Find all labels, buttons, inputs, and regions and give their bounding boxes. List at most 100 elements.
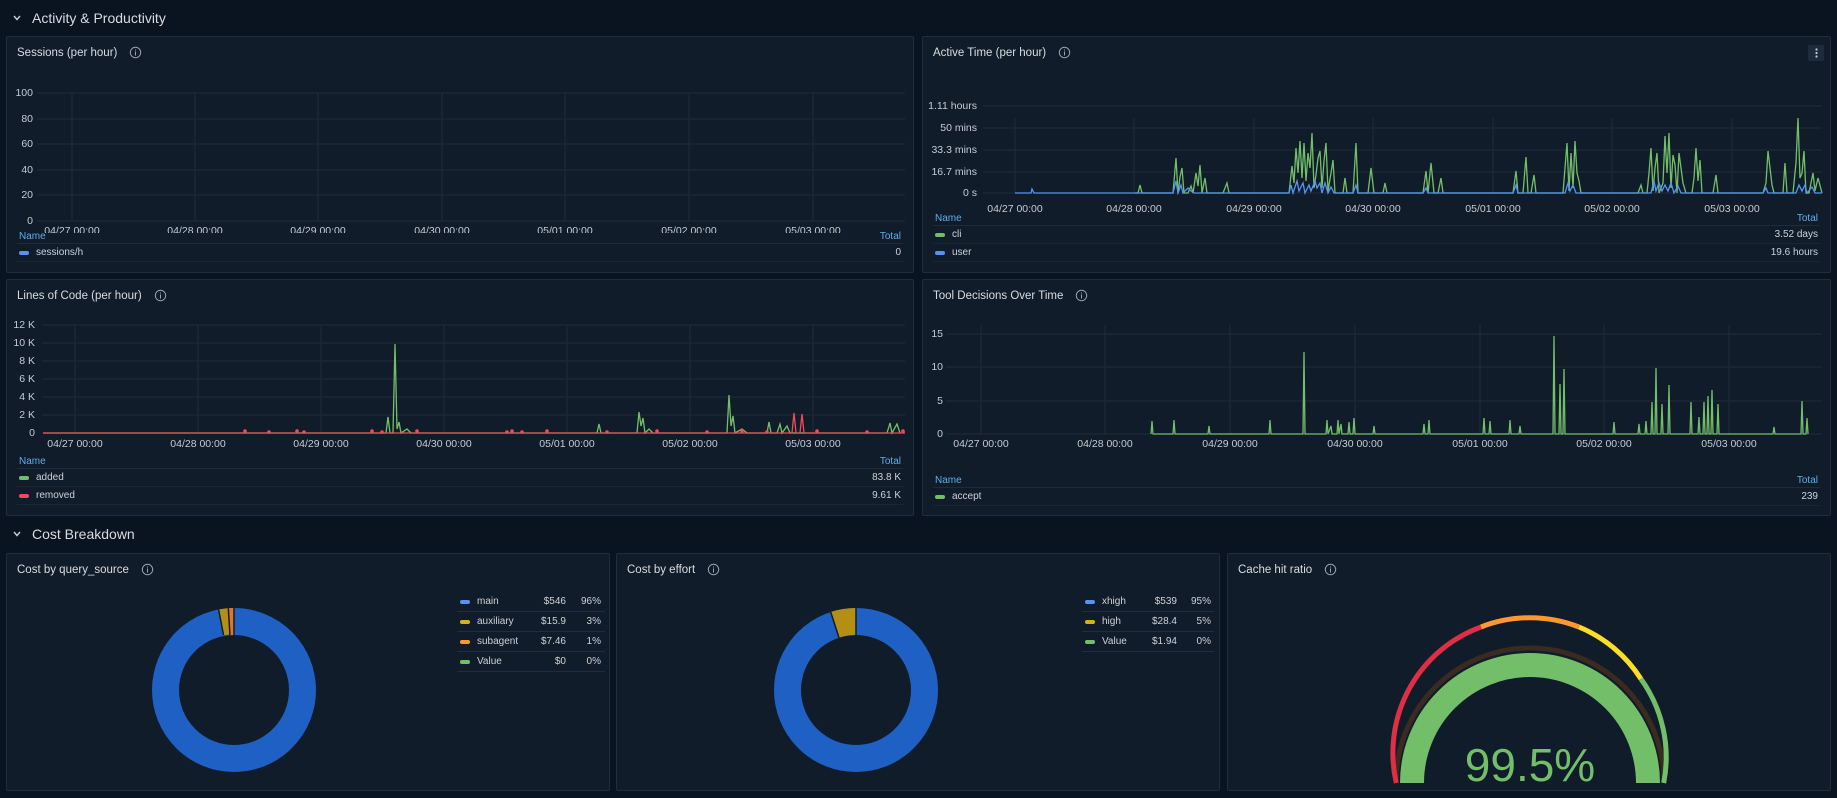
y-tick: 6 K xyxy=(19,373,35,385)
chevron-down-icon xyxy=(13,531,21,537)
x-tick: 04/28 00:00 xyxy=(1077,438,1133,450)
info-icon[interactable] xyxy=(129,46,142,59)
legend: Name Total cli 3.52 days user 19.6 hours xyxy=(933,212,1820,262)
panel-cost-query-source: Cost by query_source main $546 96% auxilia… xyxy=(6,553,610,791)
legend-total: 239 xyxy=(1801,491,1818,502)
series-swatch xyxy=(1085,639,1095,644)
info-icon[interactable] xyxy=(154,289,167,302)
legend-percent: 95% xyxy=(1190,596,1211,607)
info-icon[interactable] xyxy=(1324,563,1337,576)
legend-name: cli xyxy=(952,228,962,240)
x-tick: 04/27 00:00 xyxy=(953,438,1009,450)
series-removed-line xyxy=(43,412,905,434)
row-header-activity[interactable]: Activity & Productivity xyxy=(0,5,166,31)
series-swatch xyxy=(1085,619,1095,624)
x-tick: 04/29 00:00 xyxy=(290,225,346,233)
legend-percent: 3% xyxy=(586,616,601,627)
legend-item[interactable]: sessions/h 0 xyxy=(17,244,903,262)
donut-slice-xhigh xyxy=(774,608,938,772)
legend: Name Total sessions/h 0 xyxy=(17,230,903,262)
legend-name: accept xyxy=(952,490,982,502)
x-tick: 05/02 00:00 xyxy=(1584,203,1640,213)
y-tick: 16.7 mins xyxy=(931,166,977,178)
legend-item[interactable]: xhigh $539 95% xyxy=(1082,592,1214,612)
series-swatch xyxy=(460,619,470,624)
pie-legend: xhigh $539 95% high $28.4 5% Value $1.94 0% xyxy=(1082,592,1214,652)
panel-menu-button[interactable] xyxy=(1808,45,1824,61)
legend-name: sessions/h xyxy=(36,246,84,258)
legend-percent: 0% xyxy=(1196,636,1211,647)
y-tick: 20 xyxy=(21,189,33,201)
legend-item[interactable]: cli 3.52 days xyxy=(933,226,1820,244)
x-tick: 04/30 00:00 xyxy=(414,225,470,233)
legend-item[interactable]: Value $0 0% xyxy=(457,652,605,672)
y-tick: 2 K xyxy=(19,409,35,421)
y-tick: 33.3 mins xyxy=(931,144,977,156)
x-tick: 04/28 00:00 xyxy=(170,438,226,450)
active-time-chart: 0 s 16.7 mins 33.3 mins 50 mins 1.11 hou… xyxy=(928,100,1823,213)
legend-header-name: Name xyxy=(19,456,46,467)
gauge-value: 99.5% xyxy=(1465,739,1595,791)
gauge-threshold-orange xyxy=(1480,615,1580,630)
x-tick: 04/27 00:00 xyxy=(44,225,100,233)
panel-lines-of-code: Lines of Code (per hour) 0 2 K 4 K 6 K 8… xyxy=(6,279,914,516)
legend-item[interactable]: subagent $7.46 1% xyxy=(457,632,605,652)
series-swatch xyxy=(935,250,945,255)
info-icon[interactable] xyxy=(1075,289,1088,302)
info-icon[interactable] xyxy=(141,563,154,576)
chevron-down-icon xyxy=(13,15,21,21)
legend-header-total: Total xyxy=(1796,213,1818,224)
legend-item[interactable]: high $28.4 5% xyxy=(1082,612,1214,632)
x-tick: 04/27 00:00 xyxy=(47,438,103,450)
row-header-cost[interactable]: Cost Breakdown xyxy=(0,521,135,547)
legend-item[interactable]: added 83.8 K xyxy=(17,469,903,487)
x-tick: 04/28 00:00 xyxy=(167,225,223,233)
info-icon[interactable] xyxy=(1058,46,1071,59)
kebab-menu-icon xyxy=(1814,48,1818,58)
series-swatch xyxy=(935,232,945,237)
legend-percent: 1% xyxy=(586,636,601,647)
legend-total: 83.8 K xyxy=(872,472,901,483)
legend-item[interactable]: user 19.6 hours xyxy=(933,244,1820,262)
legend: Name Total accept 239 xyxy=(933,474,1820,506)
x-tick: 04/30 00:00 xyxy=(416,438,472,450)
panel-title: Tool Decisions Over Time xyxy=(933,289,1088,302)
panel-title: Cost by effort xyxy=(627,563,720,576)
tool-decisions-chart: 0 5 10 15 04/27 00:00 04/28 00:00 04/29 … xyxy=(931,325,1822,450)
legend-name: high xyxy=(1102,616,1121,627)
legend-total: 3.52 days xyxy=(1774,229,1818,240)
series-swatch xyxy=(935,494,945,499)
panel-title: Lines of Code (per hour) xyxy=(17,289,167,302)
legend-name: user xyxy=(952,246,972,258)
legend-total: 0 xyxy=(895,247,901,258)
legend-percent: 96% xyxy=(580,596,601,607)
series-swatch xyxy=(19,475,29,480)
x-tick: 05/01 00:00 xyxy=(1452,438,1508,450)
legend-value: $546 xyxy=(543,596,566,607)
y-tick: 10 xyxy=(931,361,943,373)
y-tick: 4 K xyxy=(19,391,35,403)
info-icon[interactable] xyxy=(707,563,720,576)
legend-item[interactable]: auxiliary $15.9 3% xyxy=(457,612,605,632)
legend-item[interactable]: removed 9.61 K xyxy=(17,487,903,505)
panel-title: Active Time (per hour) xyxy=(933,46,1071,59)
panel-title-text: Lines of Code (per hour) xyxy=(17,289,142,302)
gauge-threshold-green xyxy=(1638,677,1669,784)
legend-item[interactable]: accept 239 xyxy=(933,488,1820,506)
legend-name: removed xyxy=(36,489,75,501)
panel-cost-effort: Cost by effort xhigh $539 95% high $28.4 5% … xyxy=(616,553,1220,791)
legend: Name Total added 83.8 K removed 9.61 K xyxy=(17,455,903,505)
y-tick: 60 xyxy=(21,138,33,150)
x-tick: 05/01 00:00 xyxy=(537,225,593,233)
panel-active-time: Active Time (per hour) 0 s 16.7 mins 33.… xyxy=(922,36,1831,273)
legend-name: xhigh xyxy=(1102,596,1126,607)
x-tick: 05/01 00:00 xyxy=(1465,203,1521,213)
x-tick: 04/30 00:00 xyxy=(1327,438,1383,450)
y-tick: 15 xyxy=(931,328,943,340)
legend-value: $539 xyxy=(1154,596,1177,607)
legend-name: Value xyxy=(477,656,502,667)
legend-item[interactable]: Value $1.94 0% xyxy=(1082,632,1214,652)
donut-chart xyxy=(774,608,938,772)
legend-item[interactable]: main $546 96% xyxy=(457,592,605,612)
x-tick: 04/27 00:00 xyxy=(987,203,1043,213)
